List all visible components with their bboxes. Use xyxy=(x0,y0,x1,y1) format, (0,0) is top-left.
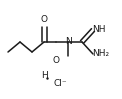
Text: O: O xyxy=(52,56,60,65)
Text: Cl⁻: Cl⁻ xyxy=(54,79,68,88)
Text: O: O xyxy=(41,15,47,24)
Text: NH: NH xyxy=(92,26,106,34)
Text: NH₂: NH₂ xyxy=(92,50,109,59)
Text: H: H xyxy=(41,71,47,80)
Text: N: N xyxy=(65,38,71,47)
